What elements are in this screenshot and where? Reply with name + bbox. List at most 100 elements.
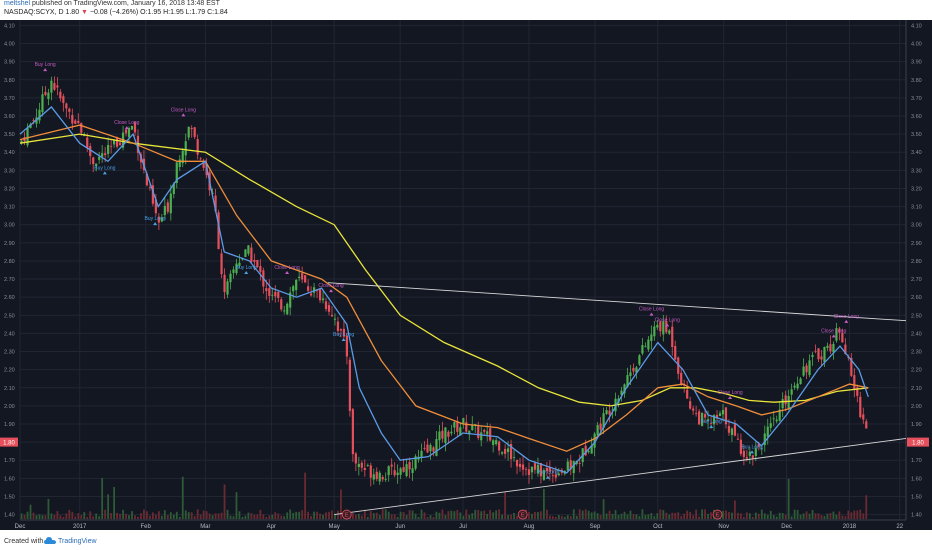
candle-body <box>217 212 220 250</box>
x-tick-label: 22 <box>896 524 903 530</box>
candle-body <box>56 85 59 88</box>
candle-body <box>420 450 423 457</box>
candle-body <box>265 288 268 292</box>
volume-bar <box>832 511 835 520</box>
volume-bar <box>829 512 832 520</box>
candle-body <box>23 137 26 142</box>
candle-body <box>62 96 65 103</box>
candle-body <box>166 202 169 212</box>
volume-bar <box>369 511 372 520</box>
volume-bar <box>841 515 844 520</box>
volume-bar <box>853 510 856 520</box>
volume-bar <box>262 514 265 520</box>
candle-body <box>130 125 134 130</box>
candle-body <box>372 474 375 480</box>
volume-bar <box>307 511 310 520</box>
candle-body <box>468 430 471 435</box>
candle-body <box>736 438 740 440</box>
candle-body <box>692 408 695 411</box>
candle-body <box>220 253 223 275</box>
candle-body <box>495 440 498 445</box>
candle-body <box>402 467 405 472</box>
candle-body <box>292 286 295 292</box>
volume-bar <box>566 515 569 520</box>
candle-body <box>301 273 304 280</box>
close-arrow-icon <box>124 126 129 130</box>
volume-bar <box>250 513 253 520</box>
y-tick-label-left: 2.40 <box>4 331 15 337</box>
volume-bar <box>701 509 703 520</box>
volume-bar <box>92 516 95 520</box>
candle-body <box>178 159 181 168</box>
candle-body <box>838 328 841 333</box>
volume-bar <box>65 513 68 520</box>
volume-bar <box>534 511 536 520</box>
volume-bar <box>435 511 438 520</box>
candle-body <box>41 94 44 113</box>
volume-bar <box>650 512 653 520</box>
candle-body <box>677 357 680 374</box>
candle-body <box>115 138 119 147</box>
volume-bar <box>647 514 650 520</box>
candle-body <box>790 389 793 395</box>
candle-body <box>584 445 587 456</box>
candle-body <box>336 321 340 331</box>
chart-area[interactable]: 1.40 1.40 1.50 1.50 1.60 1.60 1.70 1.70 1.80 1.80… <box>0 20 932 530</box>
candle-body <box>289 292 292 308</box>
volume-bar <box>772 514 775 520</box>
volume-bar <box>396 517 399 520</box>
candle-body <box>763 433 766 446</box>
volume-bar <box>859 509 862 520</box>
candle-body <box>405 464 408 477</box>
volume-bar <box>799 514 802 520</box>
volume-bar <box>528 512 530 520</box>
candle-body <box>512 457 516 458</box>
candle-body <box>715 414 719 419</box>
candle-body <box>787 395 790 409</box>
candle-body <box>110 145 113 147</box>
volume-bar <box>596 513 599 520</box>
candle-body <box>101 153 104 157</box>
volume-bar <box>614 510 617 520</box>
volume-bar <box>540 511 542 520</box>
candle-body <box>438 431 441 441</box>
candle-body <box>527 469 531 476</box>
strategy-label: Buy Long <box>94 165 115 171</box>
published-text: published on TradingView.com, January 16… <box>32 0 220 7</box>
volume-bar <box>328 511 330 520</box>
candle-body <box>829 344 832 352</box>
created-with-text: Created with <box>4 538 44 545</box>
author-link[interactable]: meltshel <box>4 0 31 7</box>
x-tick-label: Sep <box>590 524 601 530</box>
strategy-label: Buy Long <box>333 332 354 338</box>
candle-body <box>599 423 602 430</box>
volume-bar <box>244 515 247 520</box>
volume-bar <box>728 511 730 520</box>
candle-body <box>384 478 387 480</box>
volume-bar <box>489 509 492 520</box>
last-price-tag-label: 1.80 <box>912 441 924 447</box>
candle-body <box>271 294 274 296</box>
volume-bar <box>95 513 98 520</box>
candle-body <box>808 360 811 376</box>
y-tick-label-right: 3.60 <box>911 114 922 120</box>
earnings-marker-label: E <box>521 513 525 519</box>
price-chart[interactable]: 1.40 1.40 1.50 1.50 1.60 1.60 1.70 1.70 1.80 1.80… <box>0 20 932 530</box>
candle-body <box>423 448 426 449</box>
volume-bar <box>20 513 23 520</box>
x-tick-label: 2018 <box>843 524 857 530</box>
volume-bar <box>695 509 698 520</box>
candle-body <box>781 399 784 409</box>
volume-bar <box>545 509 548 520</box>
tradingview-cloud-icon <box>44 537 56 544</box>
candle-body <box>435 439 438 456</box>
volume-bar <box>710 512 712 520</box>
candle-body <box>518 463 522 468</box>
candle-body <box>775 419 778 422</box>
volume-bar <box>689 512 692 520</box>
volume-bar <box>119 513 121 520</box>
volume-bar <box>214 513 217 520</box>
volume-bar <box>704 509 706 520</box>
close-arrow-icon <box>329 289 334 293</box>
tradingview-brand[interactable]: TradingView <box>58 538 97 545</box>
